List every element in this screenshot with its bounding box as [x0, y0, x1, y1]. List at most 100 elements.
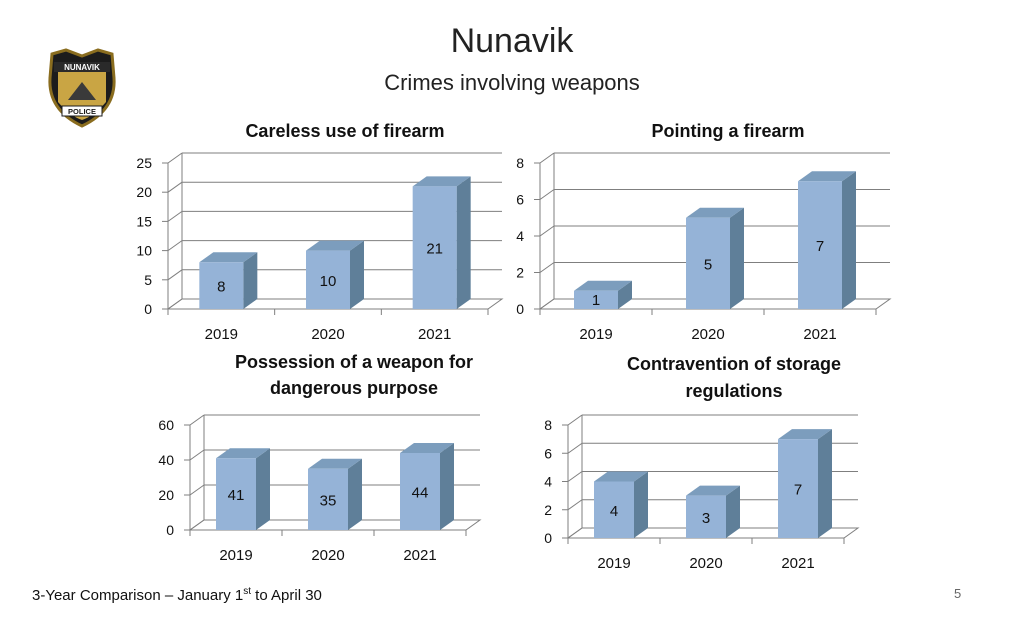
y-tick-label-careless-3: 15: [136, 213, 152, 229]
chart-title-possession-1: dangerous purpose: [270, 378, 438, 398]
x-tick-label-pointing-2: 2021: [803, 326, 836, 343]
bar-top-pointing-0: [574, 280, 632, 291]
chart-contravention-of-storage: Contravention of storage regulations 0 2 4 6 8…: [544, 354, 860, 572]
y-tick-label-pointing-2: 4: [516, 228, 524, 244]
chart-careless-use-of-firearm: Careless use of firearm 0 5 10 15 20 25 8 2019 10…: [136, 121, 504, 343]
x-tick-label-pointing-0: 2019: [579, 326, 612, 343]
bar-top-possession-0: [216, 448, 270, 459]
data-label-possession-2: 44: [412, 485, 429, 502]
bar-top-storage-0: [594, 471, 648, 482]
y-tick-label-possession-1: 20: [158, 487, 174, 503]
y-tick-label-careless-1: 5: [144, 272, 152, 288]
bar-top-pointing-2: [798, 171, 856, 182]
bar-top-possession-1: [308, 458, 362, 469]
chart-title-storage-0: Contravention of storage: [627, 354, 841, 374]
bar-top-storage-1: [686, 485, 740, 496]
x-tick-label-storage-0: 2019: [597, 555, 630, 572]
y-tick-label-careless-0: 0: [144, 301, 152, 317]
slide-title: Nunavik: [450, 22, 574, 60]
y-tick-label-pointing-0: 0: [516, 301, 524, 317]
data-label-storage-0: 4: [610, 503, 618, 520]
grid-diag-possession-1: [189, 484, 205, 496]
x-tick-label-careless-0: 2019: [205, 326, 238, 343]
footer-text: 3-Year Comparison – January 1st to April…: [32, 586, 322, 604]
bar-storage-2021: [778, 439, 818, 538]
chart-title-pointing-0: Pointing a firearm: [651, 121, 804, 141]
bar-side-possession-1: [348, 458, 362, 530]
y-tick-label-possession-3: 60: [158, 417, 174, 433]
y-tick-label-pointing-4: 8: [516, 155, 524, 171]
grid-diag-storage-4: [567, 414, 583, 426]
bar-pointing-2021: [798, 181, 842, 309]
data-label-careless-2: 21: [426, 241, 443, 258]
grid-diag-careless-1: [167, 269, 183, 281]
y-tick-label-possession-2: 40: [158, 452, 174, 468]
chart-possession-of-weapon: Possession of a weapon for dangerous purp…: [158, 352, 482, 564]
x-tick-label-possession-1: 2020: [311, 547, 344, 564]
slide-subtitle: Crimes involving weapons: [384, 70, 640, 95]
chart-pointing-a-firearm: Pointing a firearm 0 2 4 6 8 1 2019 5 2020 7 2021: [516, 121, 892, 343]
data-label-storage-1: 3: [702, 510, 710, 527]
bar-top-pointing-1: [686, 207, 744, 218]
data-label-pointing-2: 7: [816, 238, 824, 255]
bar-careless-2019: [199, 262, 244, 309]
grid-diag-possession-3: [189, 414, 205, 426]
y-tick-label-storage-0: 0: [544, 530, 552, 546]
bar-side-possession-0: [256, 448, 270, 530]
bar-side-storage-0: [634, 471, 648, 538]
x-tick-label-careless-2: 2021: [418, 326, 451, 343]
x-tick-label-careless-1: 2020: [311, 326, 344, 343]
bar-possession-2021: [400, 453, 440, 530]
y-tick-label-careless-2: 10: [136, 243, 152, 259]
y-tick-label-careless-4: 20: [136, 184, 152, 200]
grid-diag-careless-2: [167, 240, 183, 252]
y-tick-label-pointing-1: 2: [516, 265, 524, 281]
grid-diag-careless-3: [167, 210, 183, 222]
police-badge-logo: NUNAVIK POLICE: [48, 48, 116, 128]
y-tick-label-careless-5: 25: [136, 155, 152, 171]
data-label-careless-0: 8: [217, 279, 225, 296]
bar-storage-2020: [686, 495, 726, 538]
page-number: 5: [954, 586, 962, 601]
data-label-storage-2: 7: [794, 482, 802, 499]
y-tick-label-storage-3: 6: [544, 445, 552, 461]
x-tick-label-pointing-1: 2020: [691, 326, 724, 343]
chart-title-careless-0: Careless use of firearm: [245, 121, 444, 141]
bar-careless-2021: [412, 186, 457, 309]
bar-side-storage-1: [726, 485, 740, 538]
data-label-careless-1: 10: [320, 273, 337, 290]
data-label-possession-1: 35: [320, 492, 337, 509]
bar-pointing-2020: [686, 217, 730, 309]
bar-storage-2019: [594, 481, 634, 538]
bar-side-pointing-0: [618, 280, 632, 309]
grid-diag-careless-5: [167, 152, 183, 164]
y-tick-label-storage-4: 8: [544, 417, 552, 433]
y-tick-label-storage-2: 4: [544, 474, 552, 490]
data-label-possession-0: 41: [228, 487, 245, 504]
x-tick-label-storage-2: 2021: [781, 555, 814, 572]
bar-top-possession-2: [400, 443, 454, 453]
bar-side-careless-2: [456, 176, 471, 309]
y-tick-label-pointing-3: 6: [516, 192, 524, 208]
grid-diag-pointing-2: [539, 225, 555, 237]
bar-side-possession-2: [440, 443, 454, 530]
chart-title-possession-0: Possession of a weapon for: [235, 352, 473, 372]
bar-side-storage-2: [818, 429, 832, 538]
bar-pointing-2019: [574, 290, 618, 309]
grid-diag-pointing-4: [539, 152, 555, 164]
data-label-pointing-1: 5: [704, 256, 712, 273]
logo-text-bottom: POLICE: [68, 107, 96, 116]
grid-diag-storage-1: [567, 499, 583, 511]
bar-top-careless-1: [306, 240, 364, 251]
grid-diag-possession-2: [189, 449, 205, 461]
bar-top-careless-2: [412, 176, 471, 187]
bar-top-storage-2: [778, 429, 832, 440]
grid-diag-pointing-3: [539, 189, 555, 200]
data-label-pointing-0: 1: [592, 292, 600, 309]
logo-text-top: NUNAVIK: [64, 63, 100, 72]
bar-possession-2020: [308, 468, 348, 530]
bar-possession-2019: [216, 458, 256, 530]
y-tick-label-storage-1: 2: [544, 502, 552, 518]
x-tick-label-possession-0: 2019: [219, 547, 252, 564]
